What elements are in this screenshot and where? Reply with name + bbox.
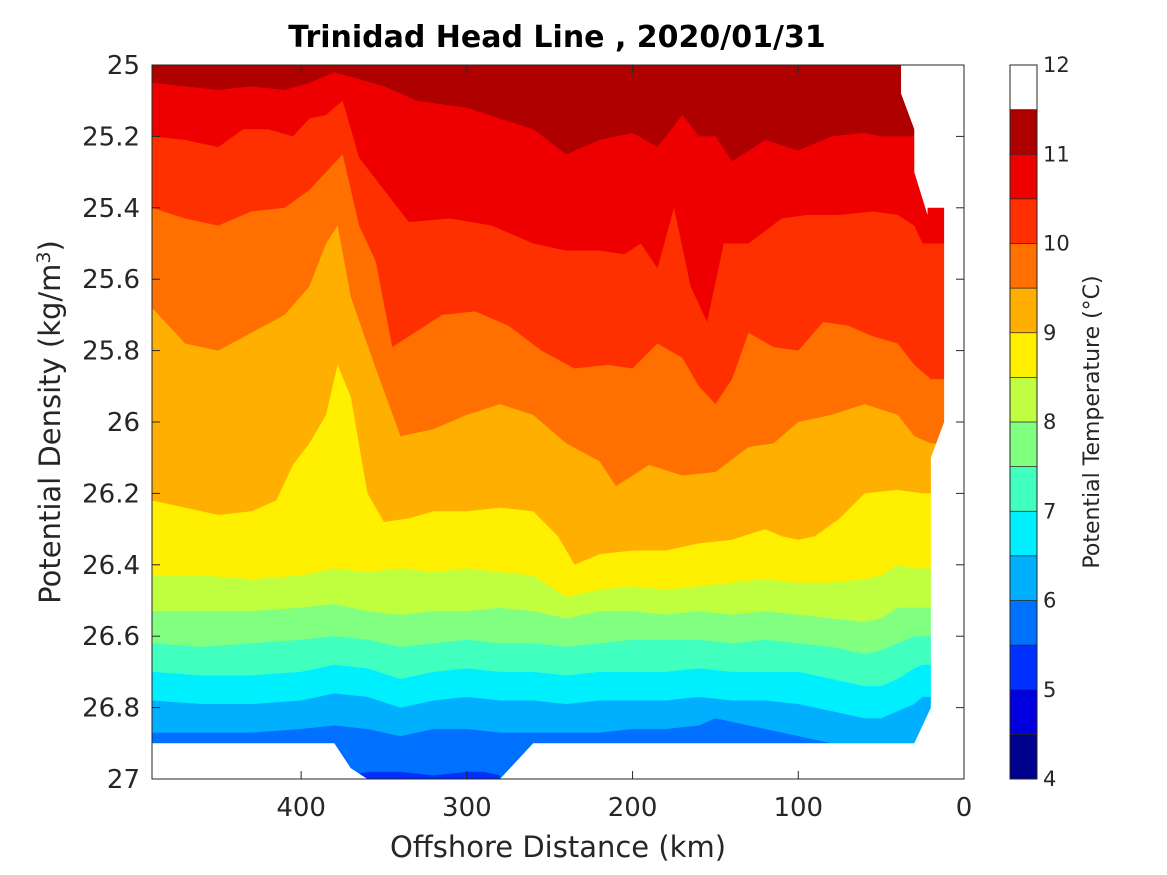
- colorbar-tick-label: 6: [1043, 589, 1056, 613]
- y-tick-label: 26.4: [82, 551, 140, 581]
- colorbar-swatch: [1010, 555, 1037, 601]
- x-tick-label: 100: [773, 793, 823, 823]
- colorbar-swatch: [1010, 154, 1037, 199]
- colorbar-swatch: [1010, 600, 1037, 646]
- colorbar-tick-label: 8: [1043, 410, 1056, 434]
- colorbar-swatch: [1010, 332, 1037, 378]
- colorbar-tick-label: 12: [1043, 53, 1070, 77]
- y-tick-label: 25.8: [82, 337, 140, 367]
- colorbar-swatch: [1010, 422, 1037, 467]
- colorbar-swatch: [1010, 288, 1037, 333]
- y-tick-label: 25.6: [82, 265, 140, 295]
- y-tick-label: 26.2: [82, 479, 140, 509]
- y-tick-label: 26.8: [82, 694, 140, 724]
- colorbar-tick-label: 7: [1043, 499, 1056, 523]
- colorbar-swatch: [1010, 466, 1037, 512]
- y-tick-label: 27: [107, 765, 140, 795]
- x-tick-label: 200: [608, 793, 658, 823]
- colorbar-swatch: [1010, 377, 1037, 422]
- y-tick-label: 25.2: [82, 122, 140, 152]
- colorbar: 4 5 6 7 8 9 10 11 12: [1009, 53, 1070, 791]
- colorbar-tick-label: 4: [1043, 767, 1056, 791]
- x-axis: 400 300 200 100 0: [276, 65, 972, 823]
- no-data-right: [901, 65, 964, 779]
- y-axis: 25 25.2 25.4 25.6 25.8 26 26.2 26.4 26.6 26.8 27: [82, 51, 964, 795]
- colorbar-swatch: [1010, 198, 1037, 244]
- no-data-bottom: [152, 743, 964, 779]
- contour-fills: [152, 65, 964, 779]
- y-tick-label: 25: [107, 51, 140, 81]
- colorbar-tick-label: 11: [1043, 142, 1070, 166]
- colorbar-tick-label: 10: [1043, 232, 1070, 256]
- y-axis-label: Potential Density (kg/m3): [33, 240, 67, 604]
- colorbar-swatch: [1010, 734, 1037, 779]
- colorbar-label: Potential Temperature (°C): [1080, 275, 1105, 568]
- contour-band-5: [350, 771, 500, 779]
- x-axis-label: Offshore Distance (km): [390, 830, 726, 864]
- colorbar-swatch: [1010, 689, 1037, 735]
- x-tick-label: 400: [276, 793, 326, 823]
- colorbar-swatch: [1010, 645, 1037, 690]
- x-tick-label: 0: [956, 793, 973, 823]
- colorbar-swatch: [1010, 511, 1037, 556]
- colorbar-swatch: [1010, 109, 1037, 155]
- chart-title: Trinidad Head Line , 2020/01/31: [288, 20, 825, 55]
- colorbar-frame: [1009, 64, 1038, 780]
- y-tick-label: 25.4: [82, 194, 140, 224]
- plot-area: 25 25.2 25.4 25.6 25.8 26 26.2 26.4 26.6 26.8 27 4…: [82, 51, 972, 823]
- y-tick-label: 26: [107, 408, 140, 438]
- colorbar-tick-label: 9: [1043, 321, 1056, 345]
- colorbar-swatch: [1010, 243, 1037, 289]
- y-tick-label: 26.6: [82, 622, 140, 652]
- colorbar-tick-label: 5: [1043, 678, 1056, 702]
- x-tick-label: 300: [442, 793, 492, 823]
